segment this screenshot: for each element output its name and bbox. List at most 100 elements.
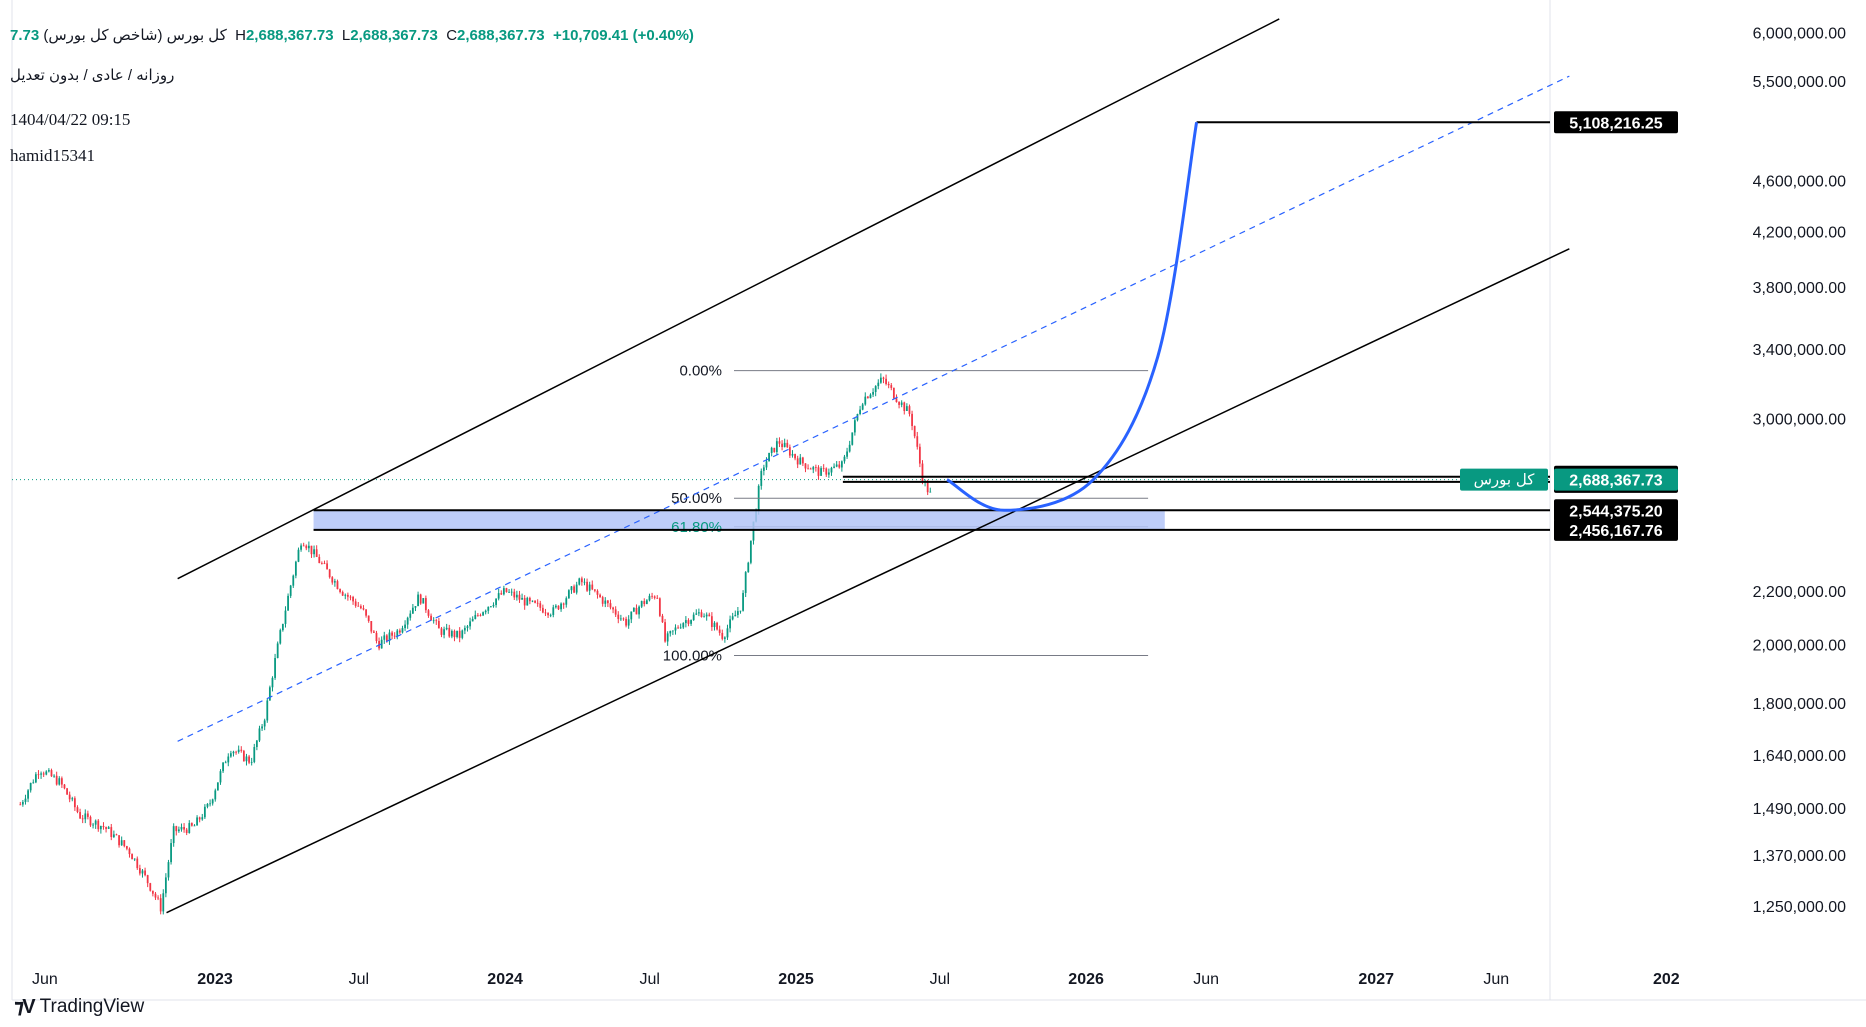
- candle-body: [318, 556, 321, 564]
- candle-body: [700, 612, 703, 617]
- candle-body: [209, 803, 211, 805]
- level-price-tag: [1554, 499, 1678, 522]
- candle-body: [146, 875, 149, 884]
- candle-body: [297, 549, 300, 562]
- candle-body: [773, 447, 776, 453]
- candle-body: [482, 612, 484, 616]
- candle-body: [414, 606, 417, 608]
- candle-body: [726, 628, 729, 638]
- candle-body: [666, 633, 669, 642]
- x-tick-label: Jun: [32, 971, 58, 988]
- tradingview-brand[interactable]: ⁊V TradingView: [14, 994, 144, 1019]
- candle-body: [718, 629, 721, 633]
- candle-body: [105, 827, 107, 829]
- close-label: C: [446, 27, 458, 44]
- candle-body: [279, 630, 282, 644]
- open-value: 7.73: [10, 27, 40, 44]
- candle-body: [21, 801, 24, 805]
- candle-body: [742, 592, 744, 611]
- candle-body: [921, 463, 924, 483]
- candle-body: [370, 621, 373, 632]
- candle-body: [705, 614, 708, 617]
- candle-body: [45, 771, 48, 775]
- candle-body: [687, 620, 690, 624]
- candle-body: [651, 595, 653, 597]
- candle-body: [781, 443, 783, 448]
- candle-body: [149, 883, 152, 891]
- candle-body: [892, 387, 895, 399]
- price-axis: Jun 2023 Jul 2024 Jul 2025 Jul 2026 Jun 2027 Jun 20…: [32, 26, 1846, 988]
- candle-body: [383, 635, 386, 640]
- candle-body: [645, 600, 648, 605]
- candle-body: [175, 826, 178, 832]
- candle-body: [427, 610, 430, 616]
- y-tick-label: 1,370,000.00: [1753, 848, 1847, 865]
- candle-body: [890, 385, 893, 388]
- candle-body: [310, 545, 313, 555]
- symbol-name-tag: [1460, 468, 1548, 491]
- candle-body: [812, 467, 815, 470]
- candle-body: [814, 467, 817, 468]
- candle-body: [684, 620, 687, 624]
- candle-body: [627, 619, 630, 626]
- candle-body: [240, 749, 243, 751]
- candle-body: [791, 454, 794, 456]
- candle-body: [695, 613, 698, 615]
- candle-body: [443, 629, 445, 635]
- candle-body: [367, 615, 370, 622]
- candle-body: [63, 784, 66, 789]
- candle-body: [331, 577, 334, 583]
- candle-body: [570, 586, 573, 591]
- candle-body: [861, 404, 864, 410]
- candle-body: [79, 812, 81, 819]
- y-tick-label: 3,800,000.00: [1753, 280, 1847, 297]
- candle-body: [417, 594, 419, 607]
- candle-body: [622, 618, 625, 620]
- candle-body: [458, 630, 461, 638]
- candle-body: [479, 615, 482, 616]
- candle-body: [682, 623, 685, 628]
- candle-body: [833, 466, 835, 468]
- candle-body: [203, 806, 206, 818]
- candle-body: [609, 603, 612, 608]
- candle-body: [801, 457, 804, 464]
- x-tick-label: 2025: [778, 971, 814, 988]
- candle-body: [232, 751, 235, 754]
- candle-body: [463, 627, 466, 631]
- candle-body: [201, 817, 204, 820]
- candle-body: [180, 826, 183, 830]
- candle-body: [492, 604, 495, 607]
- candle-body: [313, 549, 315, 555]
- candle-body: [864, 396, 867, 405]
- candle-body: [242, 750, 245, 762]
- candle-body: [440, 628, 443, 635]
- candle-body: [292, 575, 295, 586]
- candle-body: [196, 817, 198, 826]
- candle-body: [435, 620, 438, 622]
- candle-body: [721, 632, 724, 639]
- candle-body: [840, 461, 843, 468]
- candle-body: [362, 608, 365, 610]
- candle-body: [539, 603, 542, 608]
- candle-body: [817, 467, 820, 476]
- candle-body: [151, 890, 154, 894]
- channel-middle-line: [177, 75, 1570, 742]
- candle-body: [328, 569, 331, 578]
- candle-body: [729, 619, 731, 629]
- candle-body: [190, 823, 193, 826]
- candle-body: [172, 826, 175, 844]
- candle-body: [534, 600, 536, 603]
- candle-body: [229, 753, 232, 757]
- chart-subtitle: روزانه / عادی / بدون تعدیل: [10, 67, 175, 84]
- candle-body: [469, 621, 471, 627]
- candle-body: [235, 751, 237, 753]
- candle-body: [300, 545, 302, 550]
- candle-body: [133, 858, 136, 860]
- candle-body: [765, 461, 768, 468]
- candle-body: [55, 775, 58, 785]
- candle-body: [599, 594, 601, 598]
- candle-body: [73, 798, 76, 808]
- y-tick-label: 4,600,000.00: [1753, 174, 1847, 191]
- candle-body: [552, 607, 555, 615]
